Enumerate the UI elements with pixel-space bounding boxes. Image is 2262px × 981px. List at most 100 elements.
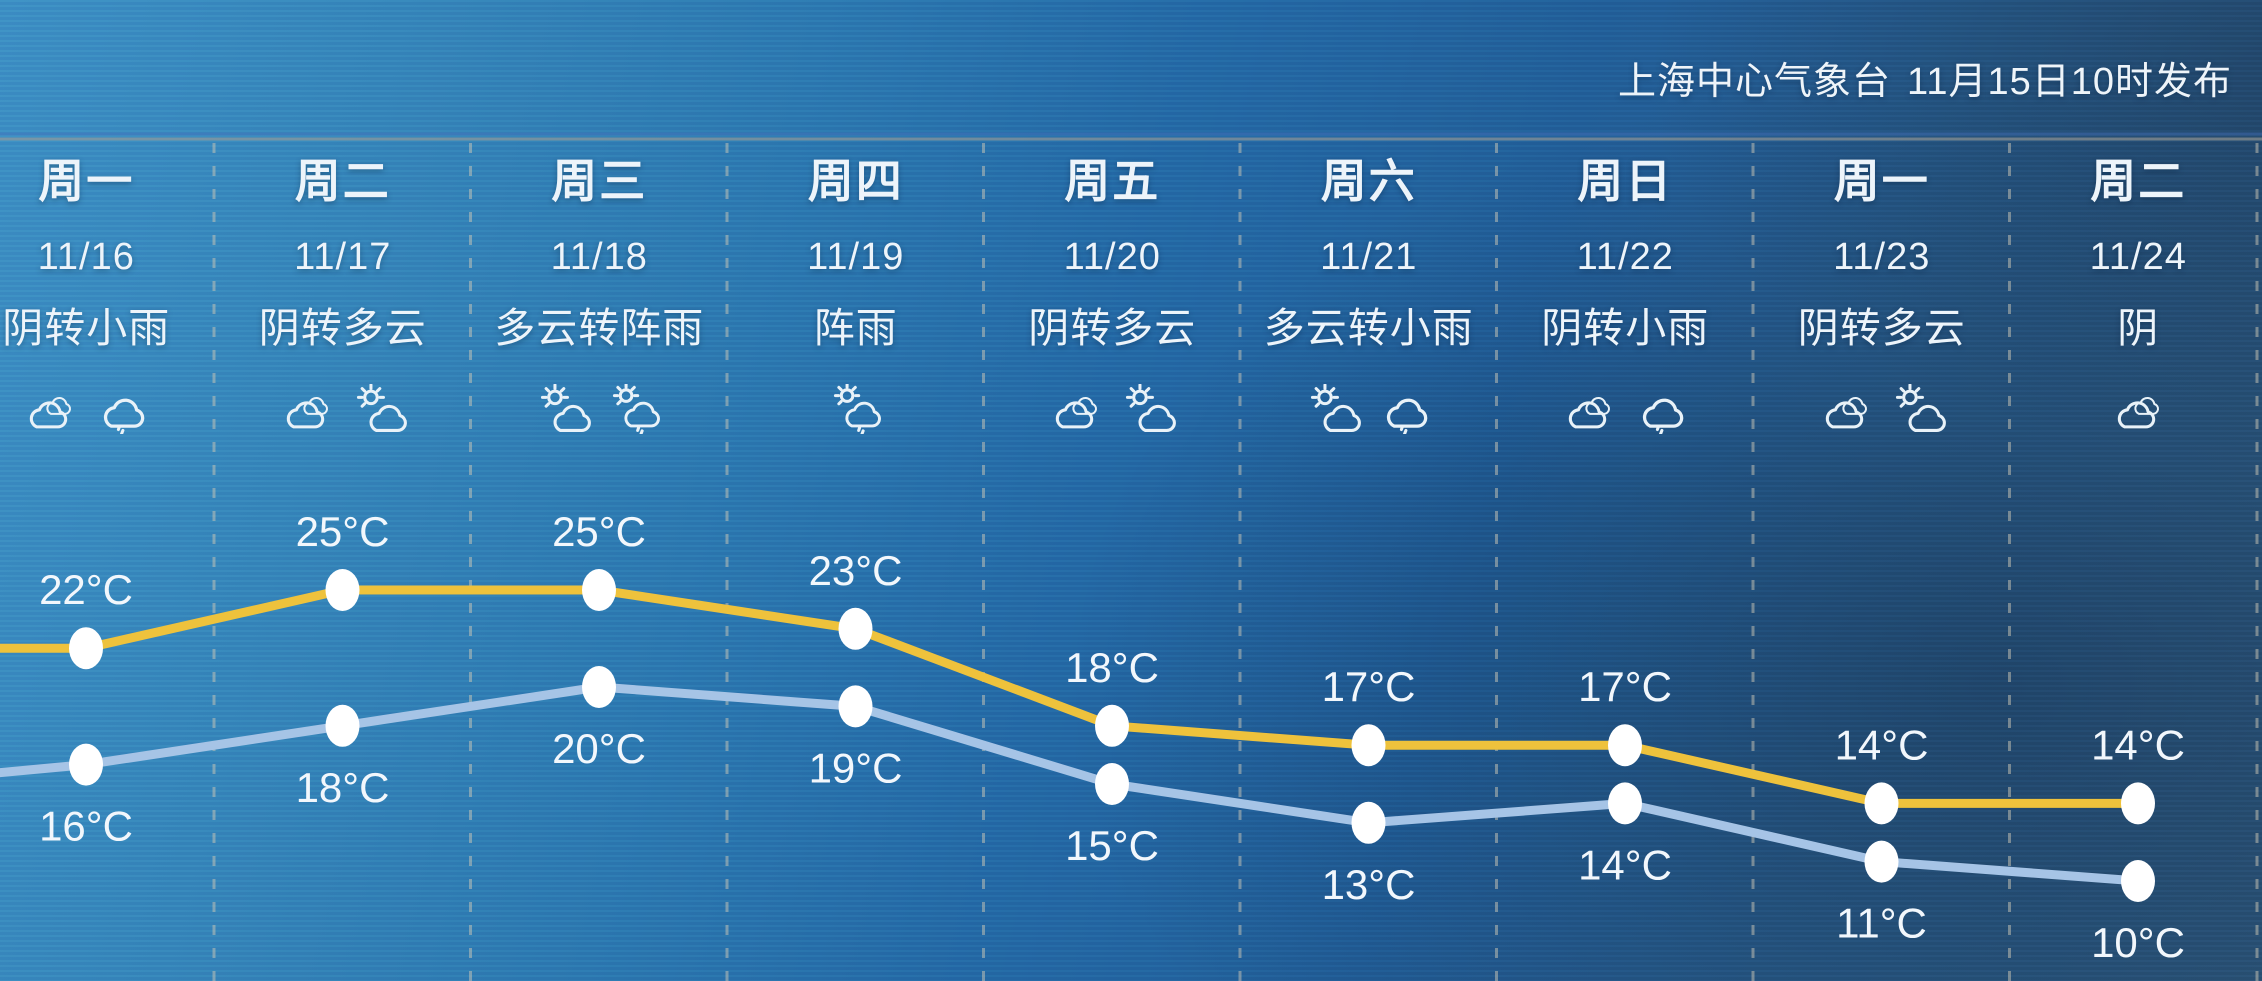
day-date-label: 11/22 — [1576, 236, 1674, 278]
weather-condition-label: 多云转阵雨 — [494, 305, 705, 351]
day-column: 周二 11/24 阴 — [2010, 150, 2262, 436]
weather-icons — [471, 382, 728, 436]
day-column: 周四 11/19 阵雨 — [727, 150, 984, 436]
day-name-label: 周六 — [1320, 155, 1417, 207]
cloud-icon — [1560, 384, 1618, 434]
weather-icons — [984, 382, 1241, 436]
high-temp-line — [0, 585, 2143, 808]
low-temp-label: 18°C — [296, 764, 390, 811]
high-temp-label: 23°C — [809, 547, 903, 594]
day-name-label: 周五 — [1064, 155, 1161, 207]
high-temp-label: 14°C — [1835, 721, 1929, 768]
sun-cloud-icon — [350, 384, 408, 434]
weather-icons — [2010, 382, 2262, 436]
publish-time: 11月15日10时发布 — [1907, 61, 2232, 103]
low-temp-label: 13°C — [1322, 861, 1416, 908]
cloud-rain-icon — [1376, 384, 1434, 434]
high-temp-label: 22°C — [39, 566, 133, 613]
weather-condition-label: 阵雨 — [813, 305, 898, 351]
data-point-dot — [69, 627, 103, 670]
day-date-label: 11/20 — [1063, 236, 1161, 278]
data-point-dot — [2121, 860, 2155, 902]
sun-cloud-icon — [1304, 384, 1362, 434]
sun-cloud-rain-icon — [606, 384, 664, 434]
day-column: 周三 11/18 多云转阵雨 — [471, 150, 728, 436]
publish-info: 上海中心气象台 11月15日10时发布 — [1618, 50, 2232, 105]
data-point-dot — [582, 569, 616, 611]
low-temp-line — [0, 682, 2143, 886]
low-temp-label: 11°C — [1836, 900, 1927, 947]
data-point-dot — [1095, 763, 1129, 805]
day-name-label: 周日 — [1577, 155, 1674, 207]
sun-cloud-icon — [1119, 384, 1177, 434]
data-point-dot — [2121, 782, 2155, 825]
high-temp-label: 25°C — [296, 508, 390, 555]
high-temp-label: 18°C — [1065, 644, 1159, 691]
cloud-icon — [1047, 384, 1105, 434]
weather-icons — [214, 382, 471, 436]
weather-condition-label: 阴 — [2117, 305, 2160, 351]
day-name-label: 周一 — [38, 155, 135, 207]
low-temp-label: 20°C — [552, 725, 646, 772]
weather-condition-label: 阴转小雨 — [1541, 305, 1710, 351]
weather-condition-label: 多云转小雨 — [1263, 305, 1474, 351]
weather-condition-label: 阴转小雨 — [2, 305, 171, 351]
cloud-rain-icon — [1632, 384, 1690, 434]
data-point-dot — [582, 666, 616, 708]
data-point-dot — [325, 569, 360, 611]
day-date-label: 11/23 — [1833, 236, 1931, 278]
agency-name: 上海中心气象台 — [1618, 61, 1892, 103]
weather-condition-label: 阴转多云 — [1028, 305, 1197, 351]
day-name-label: 周四 — [807, 155, 904, 207]
data-point-dot — [1351, 724, 1386, 767]
sun-cloud-icon — [1889, 384, 1947, 434]
cloud-icon — [1817, 384, 1875, 434]
day-column: 周五 11/20 阴转多云 — [984, 150, 1241, 436]
day-date-label: 11/18 — [550, 236, 648, 278]
data-point-dot — [838, 685, 873, 728]
sun-cloud-icon — [534, 384, 592, 434]
day-name-label: 周二 — [2090, 155, 2187, 207]
sun-cloud-rain-icon — [827, 384, 885, 434]
cloud-icon — [21, 384, 79, 434]
low-temp-label: 16°C — [39, 803, 133, 850]
high-temp-label: 17°C — [1578, 663, 1672, 710]
data-point-dot — [1864, 782, 1899, 825]
weather-icons — [1240, 382, 1497, 436]
low-temp-label: 15°C — [1065, 822, 1159, 869]
day-column: 周二 11/17 阴转多云 — [214, 150, 471, 436]
data-point-dot — [1608, 724, 1642, 767]
day-name-label: 周二 — [294, 155, 391, 207]
low-temp-label: 14°C — [1578, 841, 1672, 888]
day-name-label: 周一 — [1833, 155, 1930, 207]
data-point-dot — [1608, 782, 1642, 825]
day-date-label: 11/17 — [294, 236, 392, 278]
data-point-dot — [1864, 840, 1899, 883]
cloud-rain-icon — [93, 384, 151, 434]
day-date-label: 11/21 — [1320, 236, 1418, 278]
high-temp-label: 14°C — [2091, 721, 2185, 768]
cloud-icon — [2109, 384, 2167, 434]
weather-condition-label: 阴转多云 — [1797, 305, 1966, 351]
weather-icons — [1753, 382, 2010, 436]
day-column: 周一 11/23 阴转多云 — [1753, 150, 2010, 436]
day-date-label: 11/19 — [807, 236, 905, 278]
cloud-icon — [278, 384, 336, 434]
data-point-dot — [1351, 801, 1386, 844]
data-point-dot — [69, 743, 103, 786]
weather-icons — [0, 382, 215, 436]
low-temp-label: 10°C — [2091, 919, 2185, 966]
low-temp-label: 19°C — [809, 744, 903, 791]
data-point-dot — [325, 704, 360, 747]
weather-condition-label: 阴转多云 — [258, 305, 427, 351]
data-point-dot — [1095, 704, 1129, 747]
weather-icons — [727, 382, 984, 436]
day-name-label: 周三 — [551, 155, 648, 207]
day-column: 周日 11/22 阴转小雨 — [1497, 150, 1754, 436]
day-column: 周一 11/16 阴转小雨 — [0, 150, 215, 436]
high-temp-label: 17°C — [1322, 663, 1416, 710]
data-point-dot — [838, 607, 873, 650]
